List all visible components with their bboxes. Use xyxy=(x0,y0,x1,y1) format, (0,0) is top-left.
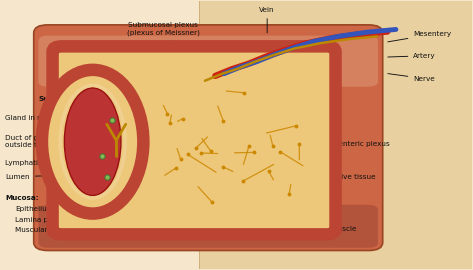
FancyBboxPatch shape xyxy=(53,46,335,234)
Text: Epithelium: Epithelium xyxy=(267,184,323,190)
Text: Lymphatic tissue: Lymphatic tissue xyxy=(5,160,97,166)
Text: Areolar connective tissue: Areolar connective tissue xyxy=(270,174,375,180)
FancyBboxPatch shape xyxy=(34,25,383,251)
Polygon shape xyxy=(199,0,473,270)
Text: Gland in mucosa: Gland in mucosa xyxy=(5,114,109,128)
Ellipse shape xyxy=(42,70,143,214)
Text: Submucosa: Submucosa xyxy=(38,96,109,114)
Text: Artery: Artery xyxy=(388,53,436,59)
FancyBboxPatch shape xyxy=(38,36,378,87)
FancyBboxPatch shape xyxy=(38,205,378,248)
Text: Nerve: Nerve xyxy=(388,74,435,82)
Text: Lumen: Lumen xyxy=(5,174,61,180)
Text: Vein: Vein xyxy=(259,7,275,33)
Text: Muscularis:: Muscularis: xyxy=(277,205,324,211)
Text: Muscularis mucosae: Muscularis mucosae xyxy=(15,207,88,233)
Text: Duct of gland
outside tract: Duct of gland outside tract xyxy=(5,135,97,148)
Text: Glands in
submucosa: Glands in submucosa xyxy=(133,72,199,118)
Text: Myenteric plexus: Myenteric plexus xyxy=(287,141,390,151)
Text: Epithelium: Epithelium xyxy=(15,189,74,212)
Text: Lamina propria: Lamina propria xyxy=(15,198,76,222)
Ellipse shape xyxy=(64,88,121,195)
Text: Mesentery: Mesentery xyxy=(388,31,452,42)
Text: Circular muscle: Circular muscle xyxy=(266,211,340,221)
Text: Submucosal plexus
(plexus of Meissner): Submucosal plexus (plexus of Meissner) xyxy=(127,22,228,99)
Text: Serosa:: Serosa: xyxy=(277,163,307,169)
Text: Mucosa:: Mucosa: xyxy=(5,195,39,201)
Text: Longitudinal muscle: Longitudinal muscle xyxy=(262,219,356,232)
